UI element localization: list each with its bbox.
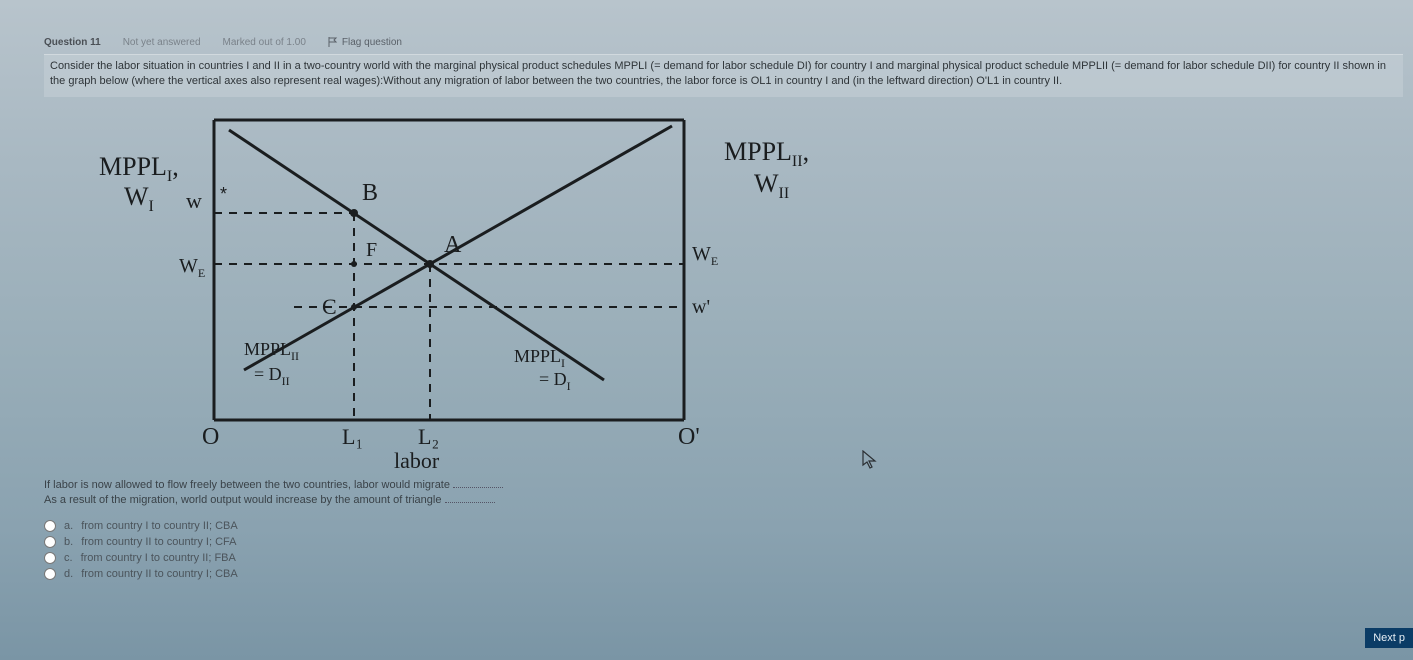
option-a-prefix: a. <box>64 520 73 532</box>
flag-icon <box>328 37 338 47</box>
mppl1-line-label: MPPLI <box>514 346 565 370</box>
d2-label: = DII <box>254 364 290 388</box>
option-d-text: from country II to country I; CBA <box>81 568 238 580</box>
prompt-line1: If labor is now allowed to flow freely b… <box>44 479 453 491</box>
answered-status: Not yet answered <box>123 37 201 48</box>
answer-options: a. from country I to country II; CBA b. … <box>44 518 238 582</box>
option-a-text: from country I to country II; CBA <box>81 520 238 532</box>
origin-right: O' <box>678 424 700 450</box>
labor-market-diagram: * MPPLI, WI MPPLII, WII w WE WE w' B A F… <box>44 100 904 470</box>
option-d[interactable]: d. from country II to country I; CBA <box>44 566 238 582</box>
blank-2 <box>445 493 495 503</box>
l2-label: L₂ <box>418 424 439 449</box>
option-b[interactable]: b. from country II to country I; CFA <box>44 534 238 550</box>
option-b-radio[interactable] <box>44 536 56 548</box>
mppl2-line-label: MPPLII <box>244 339 299 363</box>
point-f: F <box>366 239 377 261</box>
option-d-prefix: d. <box>64 568 73 580</box>
next-button[interactable]: Next p <box>1365 628 1413 648</box>
question-number: Question 11 <box>44 37 101 48</box>
marks: Marked out of 1.00 <box>223 37 306 48</box>
left-axis-w: WI <box>124 182 154 215</box>
l1-label: L₁ <box>342 424 363 449</box>
question-header: Question 11 Not yet answered Marked out … <box>44 32 1403 52</box>
blank-1 <box>453 478 503 488</box>
x-axis-label: labor <box>394 448 440 470</box>
option-c-radio[interactable] <box>44 552 56 564</box>
origin-left: O <box>202 424 219 450</box>
right-axis-w: WII <box>754 169 789 202</box>
w-label: w <box>186 188 202 213</box>
point-a: A <box>444 232 462 258</box>
d1-label: = DI <box>539 369 571 393</box>
option-c-text: from country I to country II; FBA <box>81 552 236 564</box>
option-d-radio[interactable] <box>44 568 56 580</box>
prompt-text: If labor is now allowed to flow freely b… <box>44 478 503 509</box>
option-b-prefix: b. <box>64 536 73 548</box>
point-b: B <box>362 180 378 206</box>
option-c-prefix: c. <box>64 552 73 564</box>
svg-text:*: * <box>220 184 227 204</box>
left-axis-mppl: MPPLI, <box>99 152 179 185</box>
flag-question-link[interactable]: Flag question <box>328 37 402 48</box>
we-left: WE <box>179 255 205 280</box>
option-b-text: from country II to country I; CFA <box>81 536 236 548</box>
right-axis-mppl: MPPLII, <box>724 137 809 170</box>
we-right: WE <box>692 243 718 268</box>
cursor-icon <box>862 450 878 470</box>
w-prime: w' <box>692 296 710 318</box>
prompt-line2: As a result of the migration, world outp… <box>44 494 445 506</box>
flag-label: Flag question <box>342 37 402 48</box>
question-text: Consider the labor situation in countrie… <box>44 54 1403 97</box>
option-a[interactable]: a. from country I to country II; CBA <box>44 518 238 534</box>
point-c: C <box>322 294 337 319</box>
option-a-radio[interactable] <box>44 520 56 532</box>
option-c[interactable]: c. from country I to country II; FBA <box>44 550 238 566</box>
